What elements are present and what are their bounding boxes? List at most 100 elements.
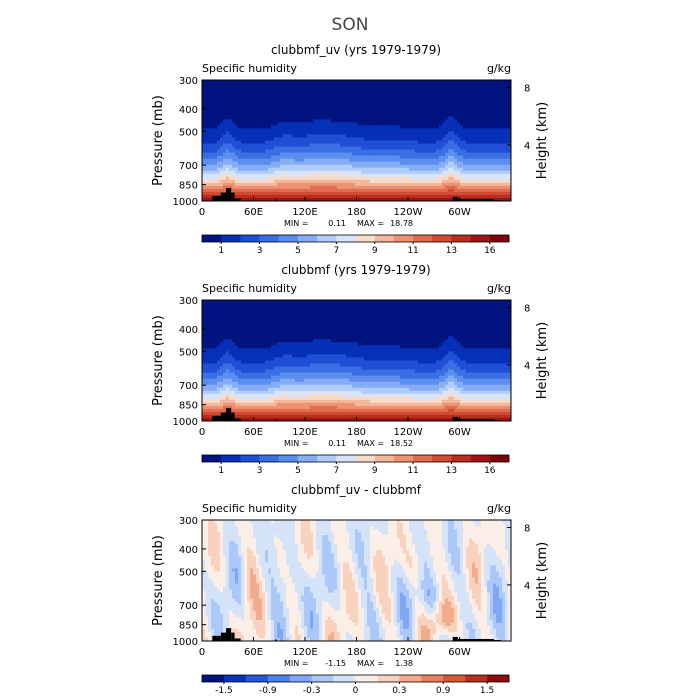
- contour-cell: [403, 167, 407, 172]
- contour-cell: [328, 113, 332, 117]
- contour-cell: [406, 173, 410, 178]
- contour-cell: [406, 101, 410, 105]
- contour-cell: [247, 167, 251, 172]
- contour-cell: [358, 318, 362, 322]
- contour-cell: [316, 300, 320, 304]
- contour-cell: [202, 185, 206, 190]
- contour-cell: [400, 101, 404, 105]
- contour-cell: [343, 161, 347, 166]
- contour-cell: [382, 315, 386, 319]
- contour-cell: [463, 128, 467, 132]
- contour-cell: [499, 83, 503, 87]
- contour-cell: [433, 122, 437, 126]
- contour-cell: [475, 161, 479, 166]
- contour-cell: [400, 131, 404, 135]
- contour-cell: [421, 83, 425, 87]
- contour-cell: [202, 113, 206, 117]
- contour-cell: [280, 95, 284, 99]
- contour-cell: [283, 152, 287, 157]
- contour-cell: [379, 182, 383, 187]
- contour-cell: [208, 131, 212, 135]
- contour-cell: [490, 113, 494, 117]
- contour-cell: [481, 173, 485, 178]
- contour-cell: [298, 191, 302, 196]
- contour-cell: [379, 89, 383, 93]
- contour-cell: [451, 303, 455, 307]
- contour-cell: [430, 146, 434, 150]
- contour-cell: [433, 101, 437, 105]
- contour-cell: [244, 300, 248, 304]
- contour-cell: [436, 315, 440, 319]
- contour-cell: [289, 95, 293, 99]
- contour-cell: [289, 113, 293, 117]
- contour-cell: [289, 146, 293, 150]
- contour-cell: [484, 188, 488, 193]
- contour-cell: [304, 161, 308, 166]
- contour-cell: [346, 113, 350, 117]
- contour-cell: [277, 173, 281, 178]
- contour-cell: [457, 80, 461, 84]
- contour-cell: [448, 86, 452, 90]
- contour-cell: [376, 125, 380, 129]
- contour-cell: [463, 312, 467, 316]
- contour-cell: [373, 140, 377, 144]
- contour-cell: [331, 122, 335, 126]
- contour-cell: [424, 146, 428, 150]
- contour-cell: [256, 167, 260, 172]
- contour-cell: [409, 152, 413, 157]
- contour-cell: [358, 137, 362, 141]
- contour-cell: [232, 122, 236, 126]
- contour-cell: [220, 131, 224, 135]
- contour-cell: [415, 179, 419, 184]
- contour-cell: [214, 176, 218, 181]
- contour-cell: [346, 194, 350, 199]
- contour-cell: [346, 191, 350, 196]
- contour-cell: [265, 152, 269, 157]
- contour-cell: [499, 80, 503, 84]
- contour-cell: [238, 125, 242, 129]
- contour-cell: [271, 167, 275, 172]
- contour-cell: [445, 185, 449, 190]
- contour-cell: [391, 89, 395, 93]
- contour-cell: [283, 131, 287, 135]
- contour-cell: [271, 113, 275, 117]
- contour-cell: [241, 164, 245, 169]
- contour-cell: [487, 149, 491, 153]
- contour-cell: [460, 164, 464, 169]
- contour-cell: [499, 318, 503, 322]
- contour-cell: [445, 110, 449, 114]
- contour-cell: [436, 173, 440, 178]
- contour-cell: [307, 122, 311, 126]
- contour-cell: [355, 83, 359, 87]
- contour-cell: [205, 176, 209, 181]
- contour-cell: [334, 164, 338, 169]
- contour-cell: [211, 110, 215, 114]
- contour-cell: [397, 143, 401, 147]
- contour-cell: [334, 315, 338, 319]
- contour-cell: [484, 86, 488, 90]
- contour-cell: [499, 315, 503, 319]
- contour-cell: [502, 194, 506, 199]
- contour-cell: [412, 318, 416, 322]
- contour-cell: [454, 149, 458, 153]
- contour-cell: [490, 188, 494, 193]
- contour-cell: [232, 113, 236, 117]
- contour-cell: [259, 164, 263, 169]
- contour-cell: [493, 312, 497, 316]
- contour-cell: [505, 113, 509, 117]
- contour-cell: [385, 152, 389, 157]
- contour-cell: [376, 164, 380, 169]
- contour-cell: [244, 170, 248, 175]
- contour-cell: [334, 125, 338, 129]
- contour-cell: [352, 116, 356, 120]
- contour-cell: [271, 122, 275, 126]
- contour-cell: [472, 146, 476, 150]
- contour-cell: [454, 179, 458, 184]
- contour-cell: [343, 149, 347, 153]
- contour-cell: [220, 98, 224, 102]
- contour-cell: [376, 140, 380, 144]
- contour-cell: [430, 309, 434, 313]
- contour-cell: [307, 321, 311, 325]
- contour-cell: [415, 318, 419, 322]
- contour-cell: [433, 318, 437, 322]
